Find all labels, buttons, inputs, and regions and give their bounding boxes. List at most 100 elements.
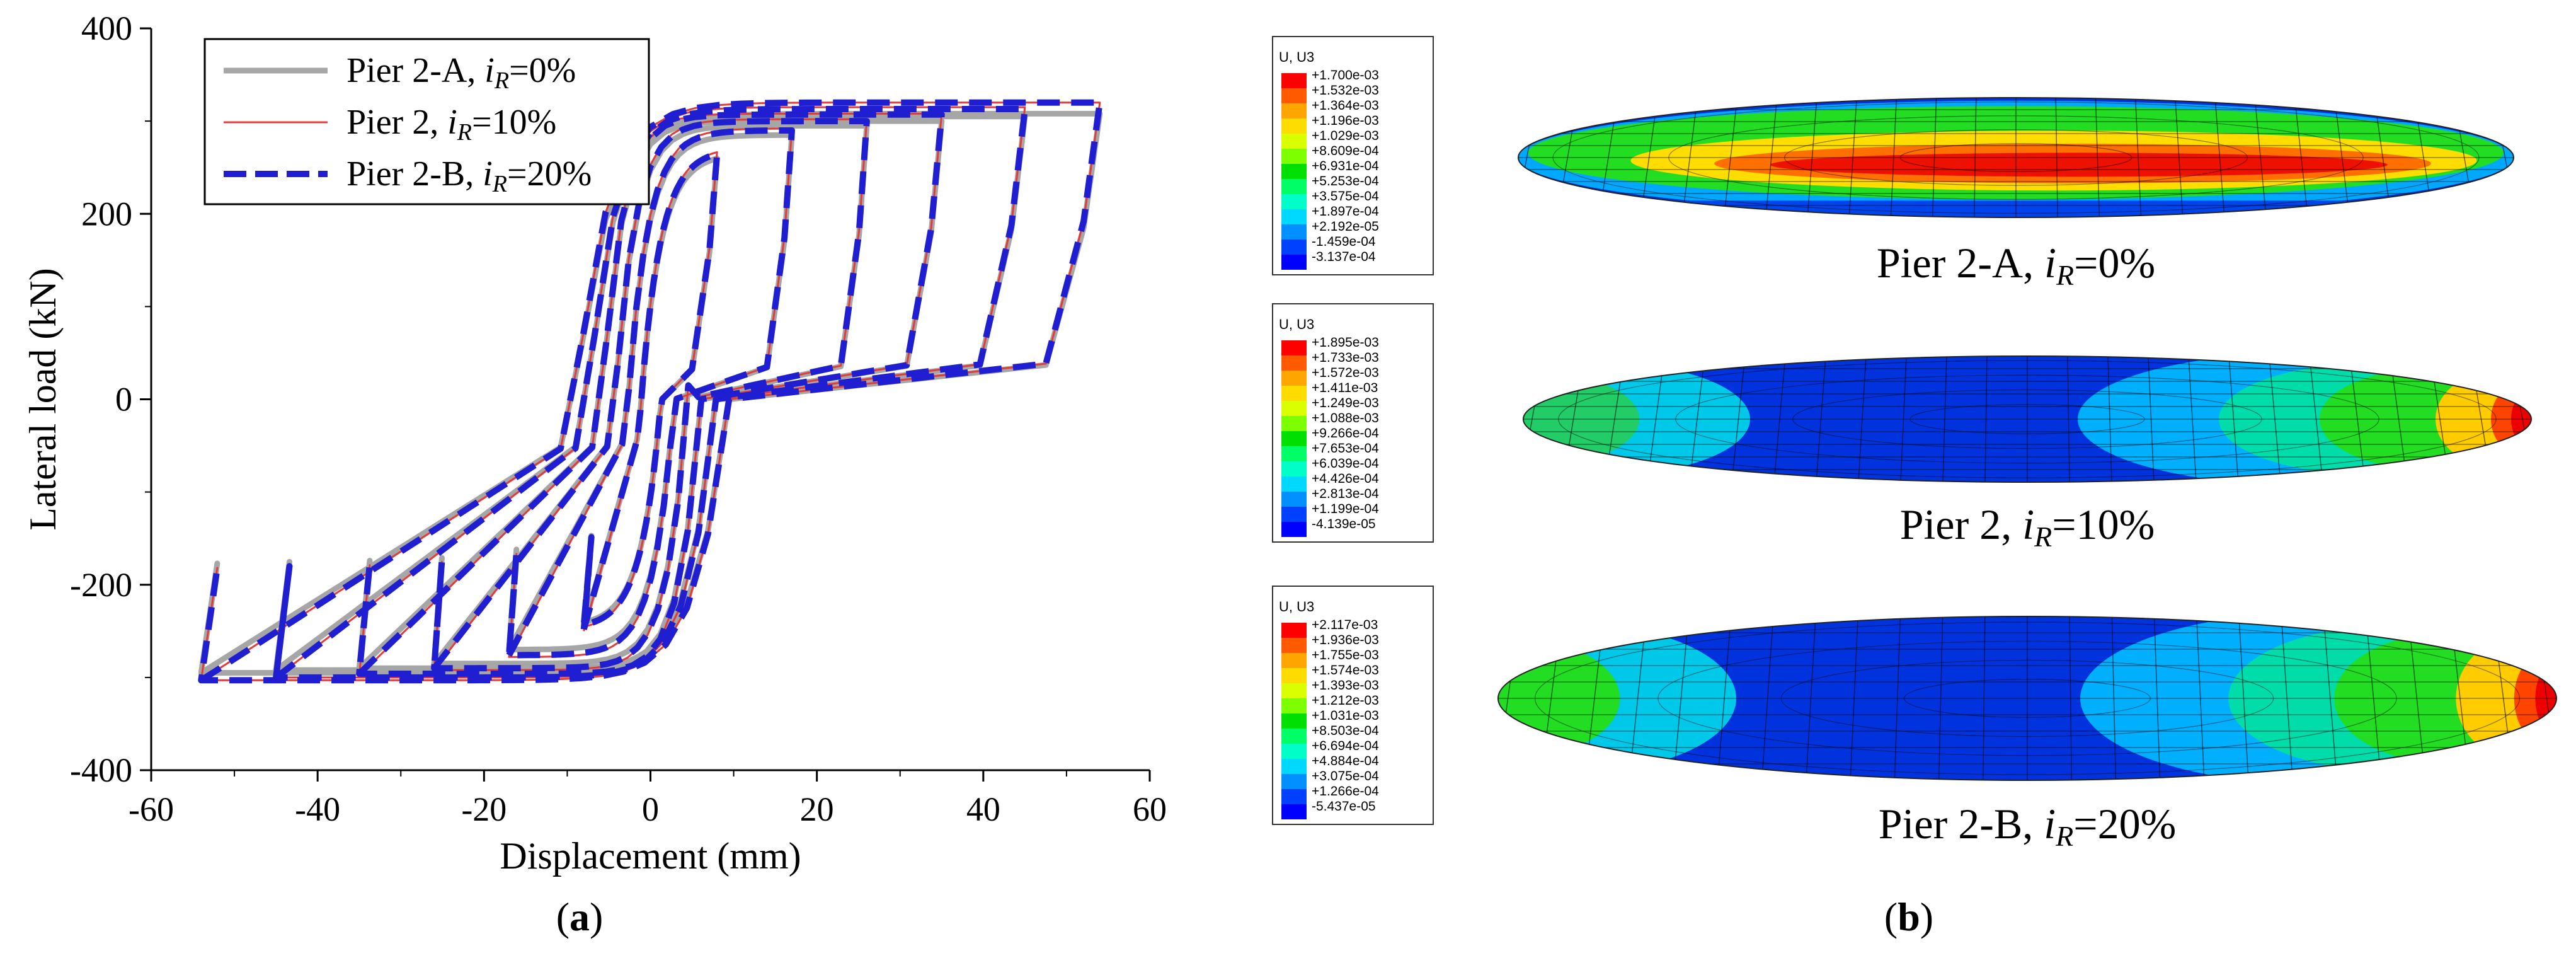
contour-legend-value: +1.733e-03 — [1312, 350, 1379, 365]
colorbar-band — [1281, 623, 1307, 638]
hysteresis-loop — [356, 111, 945, 677]
colorbar-band — [1281, 653, 1307, 668]
colorbar-band — [1281, 522, 1307, 537]
contour-legend-value: +6.931e-04 — [1312, 159, 1379, 173]
contour-field — [1523, 356, 2531, 482]
contour-legend-value: +1.895e-03 — [1312, 335, 1379, 350]
contour-field — [1518, 98, 2514, 217]
colorbar-band — [1281, 355, 1307, 371]
colorbar-band — [1281, 88, 1307, 103]
colorbar-band — [1281, 492, 1307, 507]
caption-a: (a) — [556, 894, 604, 939]
colorbar-band — [1281, 149, 1307, 164]
chart-legend: Pier 2-A, iR=0% Pier 2, iR=10% Pier 2-B, i… — [203, 38, 650, 205]
colorbar-band — [1281, 371, 1307, 386]
legend-entry: Pier 2, iR=10% — [346, 103, 556, 146]
x-tick-label: -60 — [129, 790, 174, 828]
colorbar-band — [1281, 103, 1307, 118]
y-axis-label: Lateral load (kN) — [22, 268, 64, 530]
colorbar-band — [1281, 73, 1307, 88]
contour-legend-value: +3.075e-04 — [1312, 769, 1379, 783]
contour-legend-value: +1.031e-03 — [1312, 708, 1379, 723]
contour-legend-value: +1.532e-03 — [1312, 83, 1379, 98]
colorbar-band — [1281, 638, 1307, 653]
colorbar-band — [1281, 194, 1307, 209]
contour-legend-header: U, U3 — [1279, 599, 1314, 615]
y-tick-label: 0 — [115, 381, 132, 419]
contour-legend-value: +4.426e-04 — [1312, 471, 1379, 486]
colorbar-band — [1281, 446, 1307, 461]
contour-legend-value: +2.813e-04 — [1312, 487, 1379, 501]
contour-title: Pier 2, iR=10% — [1900, 500, 2155, 553]
colorbar-band — [1281, 255, 1307, 270]
contour-legend-header: U, U3 — [1279, 49, 1314, 65]
contour-legend-value: +1.700e-03 — [1312, 68, 1379, 83]
y-tick-label: 200 — [81, 195, 132, 233]
hysteresis-loop — [506, 127, 795, 659]
colorbar-band — [1281, 118, 1307, 134]
colorbar-band — [1281, 789, 1307, 804]
hysteresis-loop — [580, 151, 721, 630]
colorbar-band — [1281, 224, 1307, 240]
x-axis-label: Displacement (mm) — [500, 835, 801, 877]
legend-entry: Pier 2-B, iR=20% — [346, 154, 592, 197]
colorbar-band — [1281, 683, 1307, 698]
contour-legend-value: +2.117e-03 — [1312, 618, 1378, 632]
contour-pier-2: U, U3 +1.895e-03+1.733e-03+1.572e-03+1.41… — [1272, 303, 2532, 553]
axes: -60 -40 -20 0 20 40 604002000-200-400Displacem… — [22, 9, 1167, 877]
colorbar-band — [1281, 431, 1307, 446]
contour-legend-value: -4.139e-05 — [1312, 517, 1376, 531]
colorbar-band — [1281, 401, 1307, 416]
colorbar-band — [1281, 744, 1307, 759]
contour-legend-value: +1.572e-03 — [1312, 366, 1379, 380]
y-tick-label: -200 — [70, 566, 132, 604]
contour-legend-value: -3.137e-04 — [1312, 250, 1376, 264]
x-tick-label: 0 — [642, 790, 659, 828]
colorbar-band — [1281, 179, 1307, 194]
series-3 — [198, 99, 1103, 684]
contour-legend-header: U, U3 — [1279, 316, 1314, 332]
contour-legend-value: +1.574e-03 — [1312, 663, 1379, 678]
contour-legend-value: +6.694e-04 — [1312, 739, 1379, 753]
colorbar-band — [1281, 668, 1307, 683]
y-tick-label: 400 — [81, 9, 132, 47]
contour-field — [1498, 616, 2556, 780]
contour-legend-value: +7.653e-04 — [1312, 441, 1379, 456]
contour-legend-value: +1.897e-04 — [1312, 204, 1379, 219]
contour-legend-value: +1.755e-03 — [1312, 648, 1379, 662]
contour-legend-value: +3.575e-04 — [1312, 189, 1379, 204]
contour-pier-2b: U, U3 +2.117e-03+1.936e-03+1.755e-03+1.57… — [1272, 586, 2557, 852]
colorbar-band — [1281, 713, 1307, 729]
colorbar-band — [1281, 209, 1307, 224]
contour-legend-value: +1.411e-03 — [1312, 381, 1378, 395]
contour-legend-value: +1.266e-04 — [1312, 784, 1379, 799]
colorbar-band — [1281, 340, 1307, 355]
colorbar-band — [1281, 240, 1307, 255]
contour-legend-value: +6.039e-04 — [1312, 456, 1379, 471]
colorbar-band — [1281, 134, 1307, 149]
hysteresis-loop — [431, 118, 870, 672]
plot-area — [198, 99, 1103, 684]
contour-legend-value: -5.437e-05 — [1312, 799, 1376, 814]
colorbar-band — [1281, 804, 1307, 819]
contour-pier-2a: U, U3 +1.700e-03+1.532e-03+1.364e-03+1.19… — [1272, 36, 2514, 291]
colorbar-band — [1281, 164, 1307, 179]
contour-legend-value: +5.253e-04 — [1312, 174, 1379, 188]
legend-entry: Pier 2-A, iR=0% — [346, 51, 576, 94]
contour-legend-value: +1.199e-04 — [1312, 502, 1379, 516]
contour-outline — [1518, 97, 2514, 218]
contour-legend-value: +8.609e-04 — [1312, 144, 1379, 158]
contour-legend-value: +1.212e-03 — [1312, 693, 1379, 708]
colorbar-band — [1281, 386, 1307, 401]
caption-b: (b) — [1884, 894, 1934, 939]
contour-legend-value: +4.884e-04 — [1312, 754, 1379, 768]
contour-legend-value: +2.192e-05 — [1312, 219, 1379, 234]
contour-legend-value: +1.196e-03 — [1312, 113, 1379, 128]
colorbar-band — [1281, 507, 1307, 522]
contour-legend-value: +1.249e-03 — [1312, 396, 1379, 410]
contour-legend-value: +8.503e-04 — [1312, 724, 1379, 738]
x-tick-label: -40 — [295, 790, 340, 828]
contour-legend-value: +9.266e-04 — [1312, 426, 1379, 441]
